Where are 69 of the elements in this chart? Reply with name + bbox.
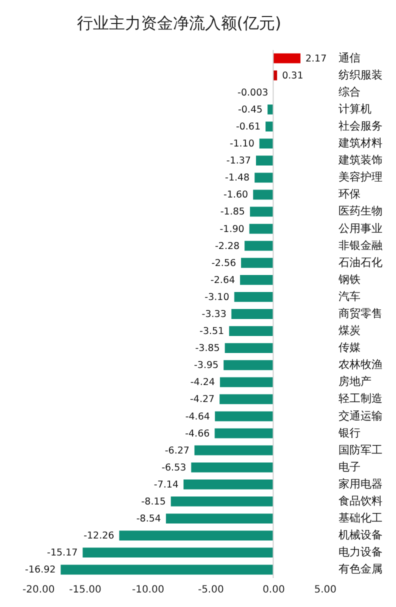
y-tick-label: 医药生物 <box>338 204 382 218</box>
x-tick-label: -15.00 <box>69 584 102 596</box>
data-label: -8.15 <box>141 496 166 508</box>
data-label: -7.14 <box>154 479 179 490</box>
x-tick-label: -10.00 <box>132 584 164 596</box>
data-label: -1.48 <box>225 172 250 184</box>
y-tick-label: 电子 <box>338 460 360 474</box>
y-tick-label: 轻工制造 <box>338 392 382 406</box>
x-tick-label: 0.00 <box>262 584 285 596</box>
data-label: 2.17 <box>305 53 327 64</box>
data-label: -0.003 <box>238 87 268 98</box>
chart-title: 行业主力资金净流入额(亿元) <box>76 14 282 32</box>
data-label: -2.64 <box>210 274 236 286</box>
data-label: -4.24 <box>190 377 215 388</box>
data-label: -3.85 <box>195 343 220 354</box>
y-tick-label: 综合 <box>338 85 360 98</box>
y-tick-label: 银行 <box>338 426 360 440</box>
data-label: -1.37 <box>226 156 251 167</box>
y-tick-label: 电力设备 <box>338 546 382 559</box>
x-tick-label: -20.00 <box>22 584 55 596</box>
y-tick-label: 机械设备 <box>338 528 382 542</box>
y-tick-label: 家用电器 <box>338 477 382 490</box>
x-tick-label: 5.00 <box>314 584 336 596</box>
y-tick-label: 汽车 <box>338 290 360 303</box>
y-tick-label: 煤炭 <box>338 324 360 338</box>
x-tick-label: -5.00 <box>198 584 224 596</box>
data-label: -3.33 <box>202 309 226 320</box>
data-label: -3.10 <box>204 292 230 303</box>
y-tick-label: 石油石化 <box>338 256 382 269</box>
data-label: -1.60 <box>224 190 248 201</box>
data-label: -2.56 <box>211 258 236 269</box>
y-tick-label: 非银金融 <box>338 238 382 252</box>
y-tick-label: 钢铁 <box>338 272 360 286</box>
data-label: -8.54 <box>136 514 161 525</box>
y-tick-label: 交通运输 <box>338 409 382 422</box>
data-label: -3.51 <box>200 326 224 338</box>
data-label: -15.17 <box>47 548 78 559</box>
y-tick-label: 美容护理 <box>338 170 382 184</box>
y-tick-label: 房地产 <box>338 375 372 388</box>
data-label: 0.31 <box>282 70 304 82</box>
data-label: -1.90 <box>220 224 244 235</box>
y-tick-label: 商贸零售 <box>338 307 382 320</box>
data-label: -2.28 <box>214 240 240 252</box>
data-label: -3.95 <box>194 360 219 372</box>
y-tick-label: 农林牧渔 <box>338 358 382 372</box>
y-tick-label: 国防军工 <box>338 443 382 456</box>
data-label: -4.27 <box>190 394 215 406</box>
y-tick-label: 纺织服装 <box>338 68 382 82</box>
data-label: -6.53 <box>162 462 186 474</box>
data-label: -1.10 <box>230 138 254 150</box>
y-tick-label: 建筑材料 <box>338 136 382 150</box>
y-tick-label: 食品饮料 <box>338 494 382 508</box>
data-label: -4.66 <box>185 428 210 440</box>
data-label: -1.85 <box>220 206 245 218</box>
y-tick-label: 社会服务 <box>338 120 382 133</box>
data-label: -16.92 <box>25 564 56 576</box>
y-tick-label: 通信 <box>338 51 360 64</box>
data-label: -12.26 <box>84 530 114 542</box>
data-label: -0.61 <box>236 122 261 133</box>
y-tick-label: 计算机 <box>338 102 372 116</box>
data-label: -0.45 <box>238 104 263 116</box>
data-label: -6.27 <box>164 445 190 456</box>
data-label: -4.64 <box>185 411 210 422</box>
y-tick-label: 传媒 <box>338 341 360 354</box>
y-tick-label: 建筑装饰 <box>338 154 382 167</box>
y-tick-label: 环保 <box>338 188 360 201</box>
y-tick-label: 有色金属 <box>338 562 382 576</box>
y-tick-label: 基础化工 <box>338 512 382 525</box>
y-tick-label: 公用事业 <box>338 222 382 235</box>
